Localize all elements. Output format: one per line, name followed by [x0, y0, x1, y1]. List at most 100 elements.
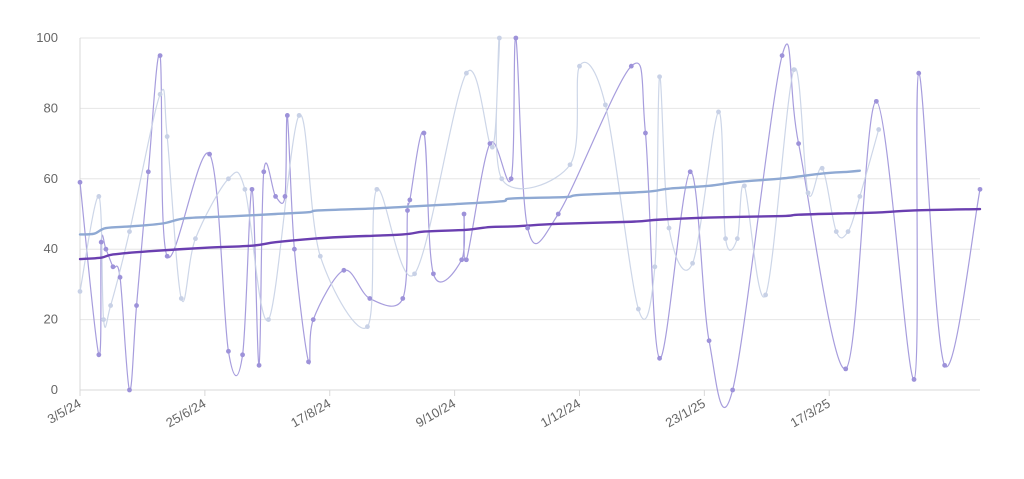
- data-point-series-2: [489, 144, 495, 150]
- data-point-series-1: [911, 377, 917, 382]
- data-point-series-2: [857, 194, 863, 199]
- data-point-series-2: [567, 162, 573, 168]
- data-point-series-1: [977, 186, 983, 192]
- data-point-series-2: [193, 236, 198, 242]
- x-tick-label: 9/10/24: [413, 396, 458, 431]
- data-point-series-2: [164, 134, 170, 139]
- data-point-series-1: [657, 355, 662, 361]
- series-line-2: [79, 37, 880, 329]
- y-tick-label: 20: [44, 312, 58, 327]
- data-point-series-2: [734, 236, 740, 242]
- data-point-series-1: [513, 35, 519, 41]
- x-tick-label: 17/8/24: [288, 396, 333, 431]
- data-point-series-1: [407, 197, 413, 203]
- data-point-series-2: [499, 176, 505, 182]
- data-point-series-1: [240, 352, 245, 358]
- y-tick-label: 60: [44, 171, 58, 186]
- data-point-series-2: [412, 271, 417, 277]
- data-point-series-1: [207, 151, 212, 157]
- data-point-series-1: [341, 267, 347, 273]
- data-point-series-2: [690, 260, 695, 266]
- data-point-series-2: [723, 236, 728, 242]
- series-line-4: [78, 207, 982, 261]
- data-point-series-2: [374, 186, 380, 192]
- data-point-series-1: [796, 141, 801, 147]
- data-point-series-2: [463, 70, 469, 76]
- data-point-series-2: [635, 306, 641, 312]
- x-tick-label: 17/3/25: [788, 396, 833, 431]
- data-point-series-1: [942, 362, 948, 368]
- axes: [79, 38, 830, 396]
- data-point-series-2: [266, 317, 271, 322]
- data-point-series-1: [628, 63, 634, 69]
- data-point-series-1: [310, 317, 316, 322]
- data-point-series-1: [687, 169, 693, 175]
- data-point-series-1: [555, 211, 561, 217]
- data-point-series-1: [463, 257, 469, 263]
- data-point-series-1: [164, 253, 170, 259]
- series-markers: [77, 35, 983, 393]
- data-point-series-2: [819, 165, 825, 171]
- data-point-series-1: [873, 98, 879, 104]
- data-point-series-2: [657, 74, 662, 80]
- data-point-series-2: [77, 289, 83, 294]
- y-tick-label: 40: [44, 241, 58, 256]
- data-point-series-1: [98, 239, 104, 245]
- data-point-series-1: [431, 271, 436, 277]
- data-point-series-1: [96, 352, 102, 358]
- data-point-series-1: [249, 186, 255, 192]
- data-point-series-1: [508, 176, 514, 182]
- data-point-series-1: [256, 362, 262, 368]
- data-point-series-2: [317, 253, 323, 259]
- data-point-series-2: [96, 194, 102, 199]
- series-line-3: [78, 169, 862, 236]
- data-point-series-1: [400, 296, 406, 301]
- data-point-series-2: [365, 324, 370, 330]
- data-point-series-1: [421, 130, 427, 136]
- data-point-series-2: [157, 91, 163, 97]
- data-point-series-1: [117, 274, 123, 280]
- data-point-series-2: [652, 264, 658, 270]
- data-point-series-1: [273, 194, 278, 199]
- data-point-series-1: [282, 194, 288, 199]
- data-point-series-1: [110, 264, 116, 270]
- y-tick-label: 100: [36, 30, 58, 45]
- data-point-series-1: [405, 208, 410, 213]
- data-point-series-2: [496, 35, 502, 41]
- data-point-series-1: [843, 366, 849, 372]
- data-point-series-1: [261, 169, 267, 175]
- data-point-series-1: [157, 53, 163, 58]
- data-point-series-2: [791, 67, 797, 73]
- y-tick-label: 0: [51, 382, 58, 397]
- data-point-series-1: [145, 169, 151, 175]
- data-point-series-1: [459, 257, 465, 263]
- data-point-series-1: [306, 359, 311, 365]
- data-point-series-2: [716, 109, 721, 115]
- data-point-series-1: [77, 179, 83, 185]
- data-point-series-1: [643, 130, 648, 136]
- data-point-series-1: [730, 387, 736, 393]
- x-tick-label: 1/12/24: [538, 396, 583, 431]
- data-point-series-2: [833, 229, 839, 235]
- data-point-series-2: [763, 292, 768, 298]
- data-point-series-2: [226, 176, 231, 182]
- x-tick-label: 23/1/25: [663, 396, 708, 431]
- data-point-series-2: [108, 303, 114, 308]
- data-point-series-1: [525, 225, 531, 231]
- series-lines: [78, 37, 982, 408]
- data-point-series-1: [292, 246, 297, 252]
- data-point-series-2: [577, 63, 582, 69]
- data-point-series-1: [706, 338, 712, 344]
- y-tick-label: 80: [44, 100, 58, 115]
- data-point-series-2: [845, 229, 851, 235]
- data-point-series-1: [367, 296, 373, 301]
- data-point-series-1: [127, 387, 132, 393]
- data-point-series-2: [178, 296, 184, 301]
- data-point-series-2: [666, 225, 672, 231]
- data-point-series-2: [242, 186, 248, 192]
- data-point-series-2: [602, 102, 608, 108]
- data-point-series-1: [487, 141, 493, 147]
- data-point-series-1: [103, 246, 109, 252]
- data-point-series-1: [916, 70, 922, 76]
